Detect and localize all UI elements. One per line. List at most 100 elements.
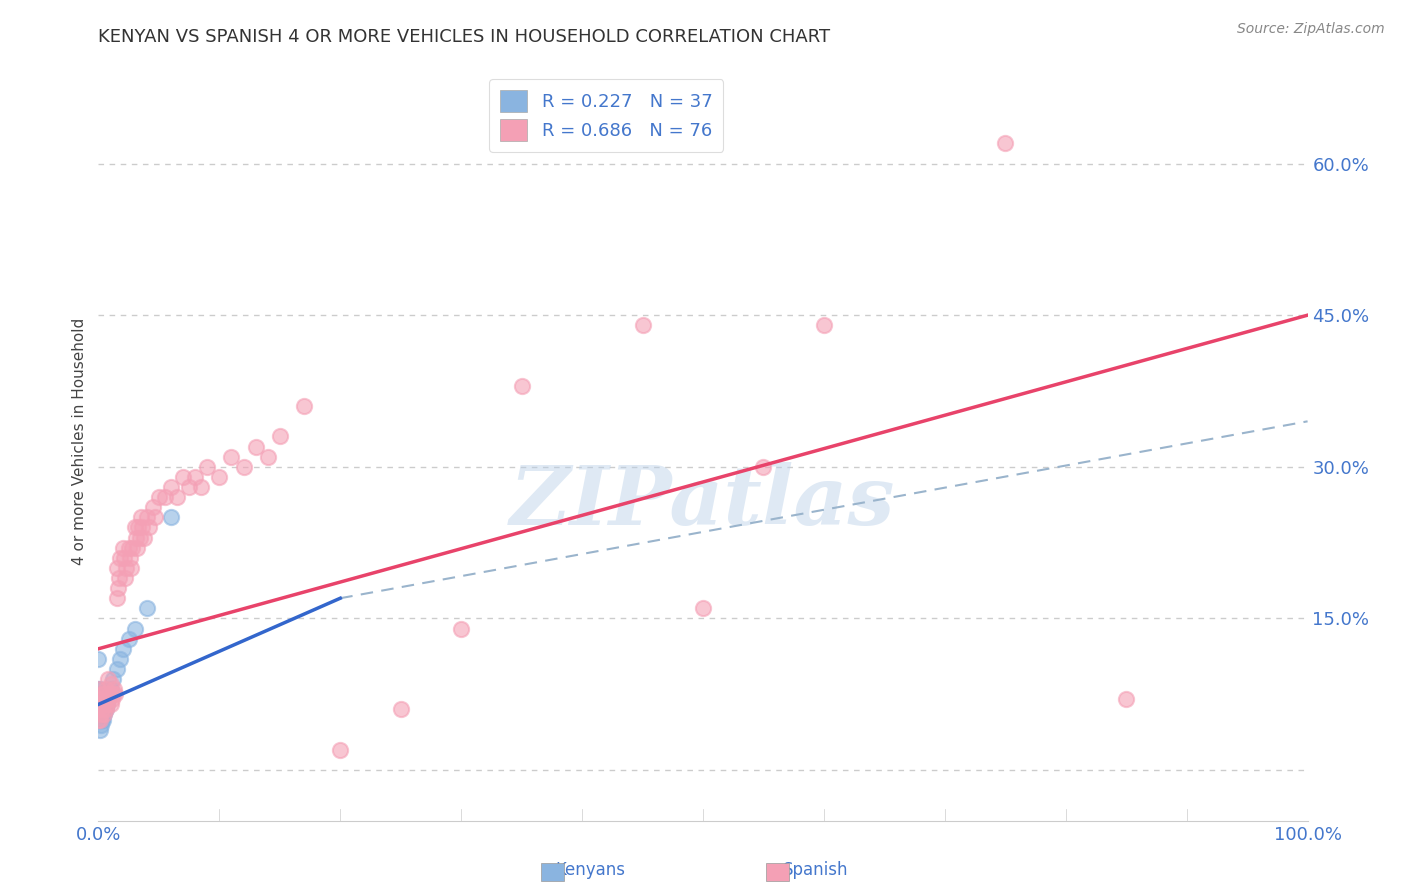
- Point: [89, 723, 111, 737]
- Point: [107, 581, 129, 595]
- Point: [94, 682, 117, 697]
- Point: [101, 672, 124, 686]
- Point: [91, 687, 114, 701]
- Point: [135, 510, 157, 524]
- Text: KENYAN VS SPANISH 4 OR MORE VEHICLES IN HOUSEHOLD CORRELATION CHART: KENYAN VS SPANISH 4 OR MORE VEHICLES IN …: [98, 28, 831, 45]
- Point: [120, 561, 142, 575]
- Point: [208, 470, 231, 484]
- Point: [87, 707, 110, 722]
- Point: [87, 692, 110, 706]
- Point: [118, 550, 141, 565]
- Point: [111, 541, 134, 555]
- Text: Source: ZipAtlas.com: Source: ZipAtlas.com: [1237, 22, 1385, 37]
- Point: [91, 713, 114, 727]
- Point: [89, 713, 111, 727]
- Point: [631, 318, 654, 333]
- Point: [105, 591, 128, 606]
- Point: [121, 541, 143, 555]
- Point: [256, 450, 278, 464]
- Point: [160, 510, 183, 524]
- Point: [100, 682, 122, 697]
- Point: [87, 713, 110, 727]
- Point: [91, 698, 114, 712]
- Point: [94, 702, 117, 716]
- Point: [90, 702, 112, 716]
- Text: ZIPatlas: ZIPatlas: [510, 462, 896, 542]
- Point: [127, 541, 149, 555]
- Point: [389, 702, 412, 716]
- Point: [172, 470, 194, 484]
- Point: [98, 687, 121, 701]
- Point: [105, 561, 128, 575]
- Point: [90, 698, 112, 712]
- Point: [179, 480, 201, 494]
- Point: [329, 743, 352, 757]
- Point: [103, 682, 125, 697]
- Point: [190, 480, 212, 494]
- Point: [87, 652, 110, 666]
- Point: [135, 601, 157, 615]
- Point: [91, 702, 114, 716]
- Point: [125, 531, 148, 545]
- Point: [89, 698, 111, 712]
- Point: [115, 561, 138, 575]
- Point: [89, 682, 111, 697]
- Point: [138, 520, 160, 534]
- Point: [166, 490, 188, 504]
- Point: [89, 707, 111, 722]
- Point: [108, 652, 131, 666]
- Point: [124, 520, 146, 534]
- Point: [118, 632, 141, 646]
- Point: [87, 713, 110, 727]
- Legend: R = 0.227   N = 37, R = 0.686   N = 76: R = 0.227 N = 37, R = 0.686 N = 76: [489, 79, 723, 152]
- Point: [87, 702, 110, 716]
- Point: [87, 682, 110, 697]
- Point: [94, 702, 117, 716]
- Point: [131, 520, 153, 534]
- Point: [692, 601, 714, 615]
- Point: [134, 531, 156, 545]
- Point: [100, 692, 122, 706]
- Point: [245, 440, 267, 454]
- Point: [129, 510, 152, 524]
- Point: [111, 641, 134, 656]
- Text: Kenyans: Kenyans: [555, 861, 626, 879]
- Point: [813, 318, 835, 333]
- Point: [89, 702, 111, 716]
- Point: [292, 399, 315, 413]
- Point: [128, 531, 150, 545]
- Point: [101, 687, 124, 701]
- Point: [89, 687, 111, 701]
- Point: [1115, 692, 1137, 706]
- Point: [91, 702, 114, 716]
- Point: [90, 707, 112, 722]
- Point: [93, 687, 115, 701]
- Point: [269, 429, 291, 443]
- Point: [127, 520, 149, 534]
- Point: [91, 713, 114, 727]
- Point: [450, 622, 472, 636]
- Point: [184, 470, 207, 484]
- Point: [96, 698, 118, 712]
- Point: [100, 698, 122, 712]
- Point: [96, 698, 118, 712]
- Point: [89, 713, 111, 727]
- Point: [142, 500, 165, 515]
- Point: [104, 687, 127, 701]
- Point: [90, 707, 112, 722]
- Point: [87, 682, 110, 697]
- Point: [105, 662, 128, 676]
- Point: [510, 379, 533, 393]
- Point: [118, 541, 141, 555]
- Point: [153, 490, 176, 504]
- Point: [91, 702, 114, 716]
- Point: [112, 550, 135, 565]
- Point: [93, 707, 115, 722]
- Point: [100, 677, 122, 691]
- Point: [89, 698, 111, 712]
- Point: [89, 692, 111, 706]
- Point: [143, 510, 166, 524]
- Point: [195, 459, 218, 474]
- Point: [93, 707, 115, 722]
- Text: Spanish: Spanish: [783, 861, 848, 879]
